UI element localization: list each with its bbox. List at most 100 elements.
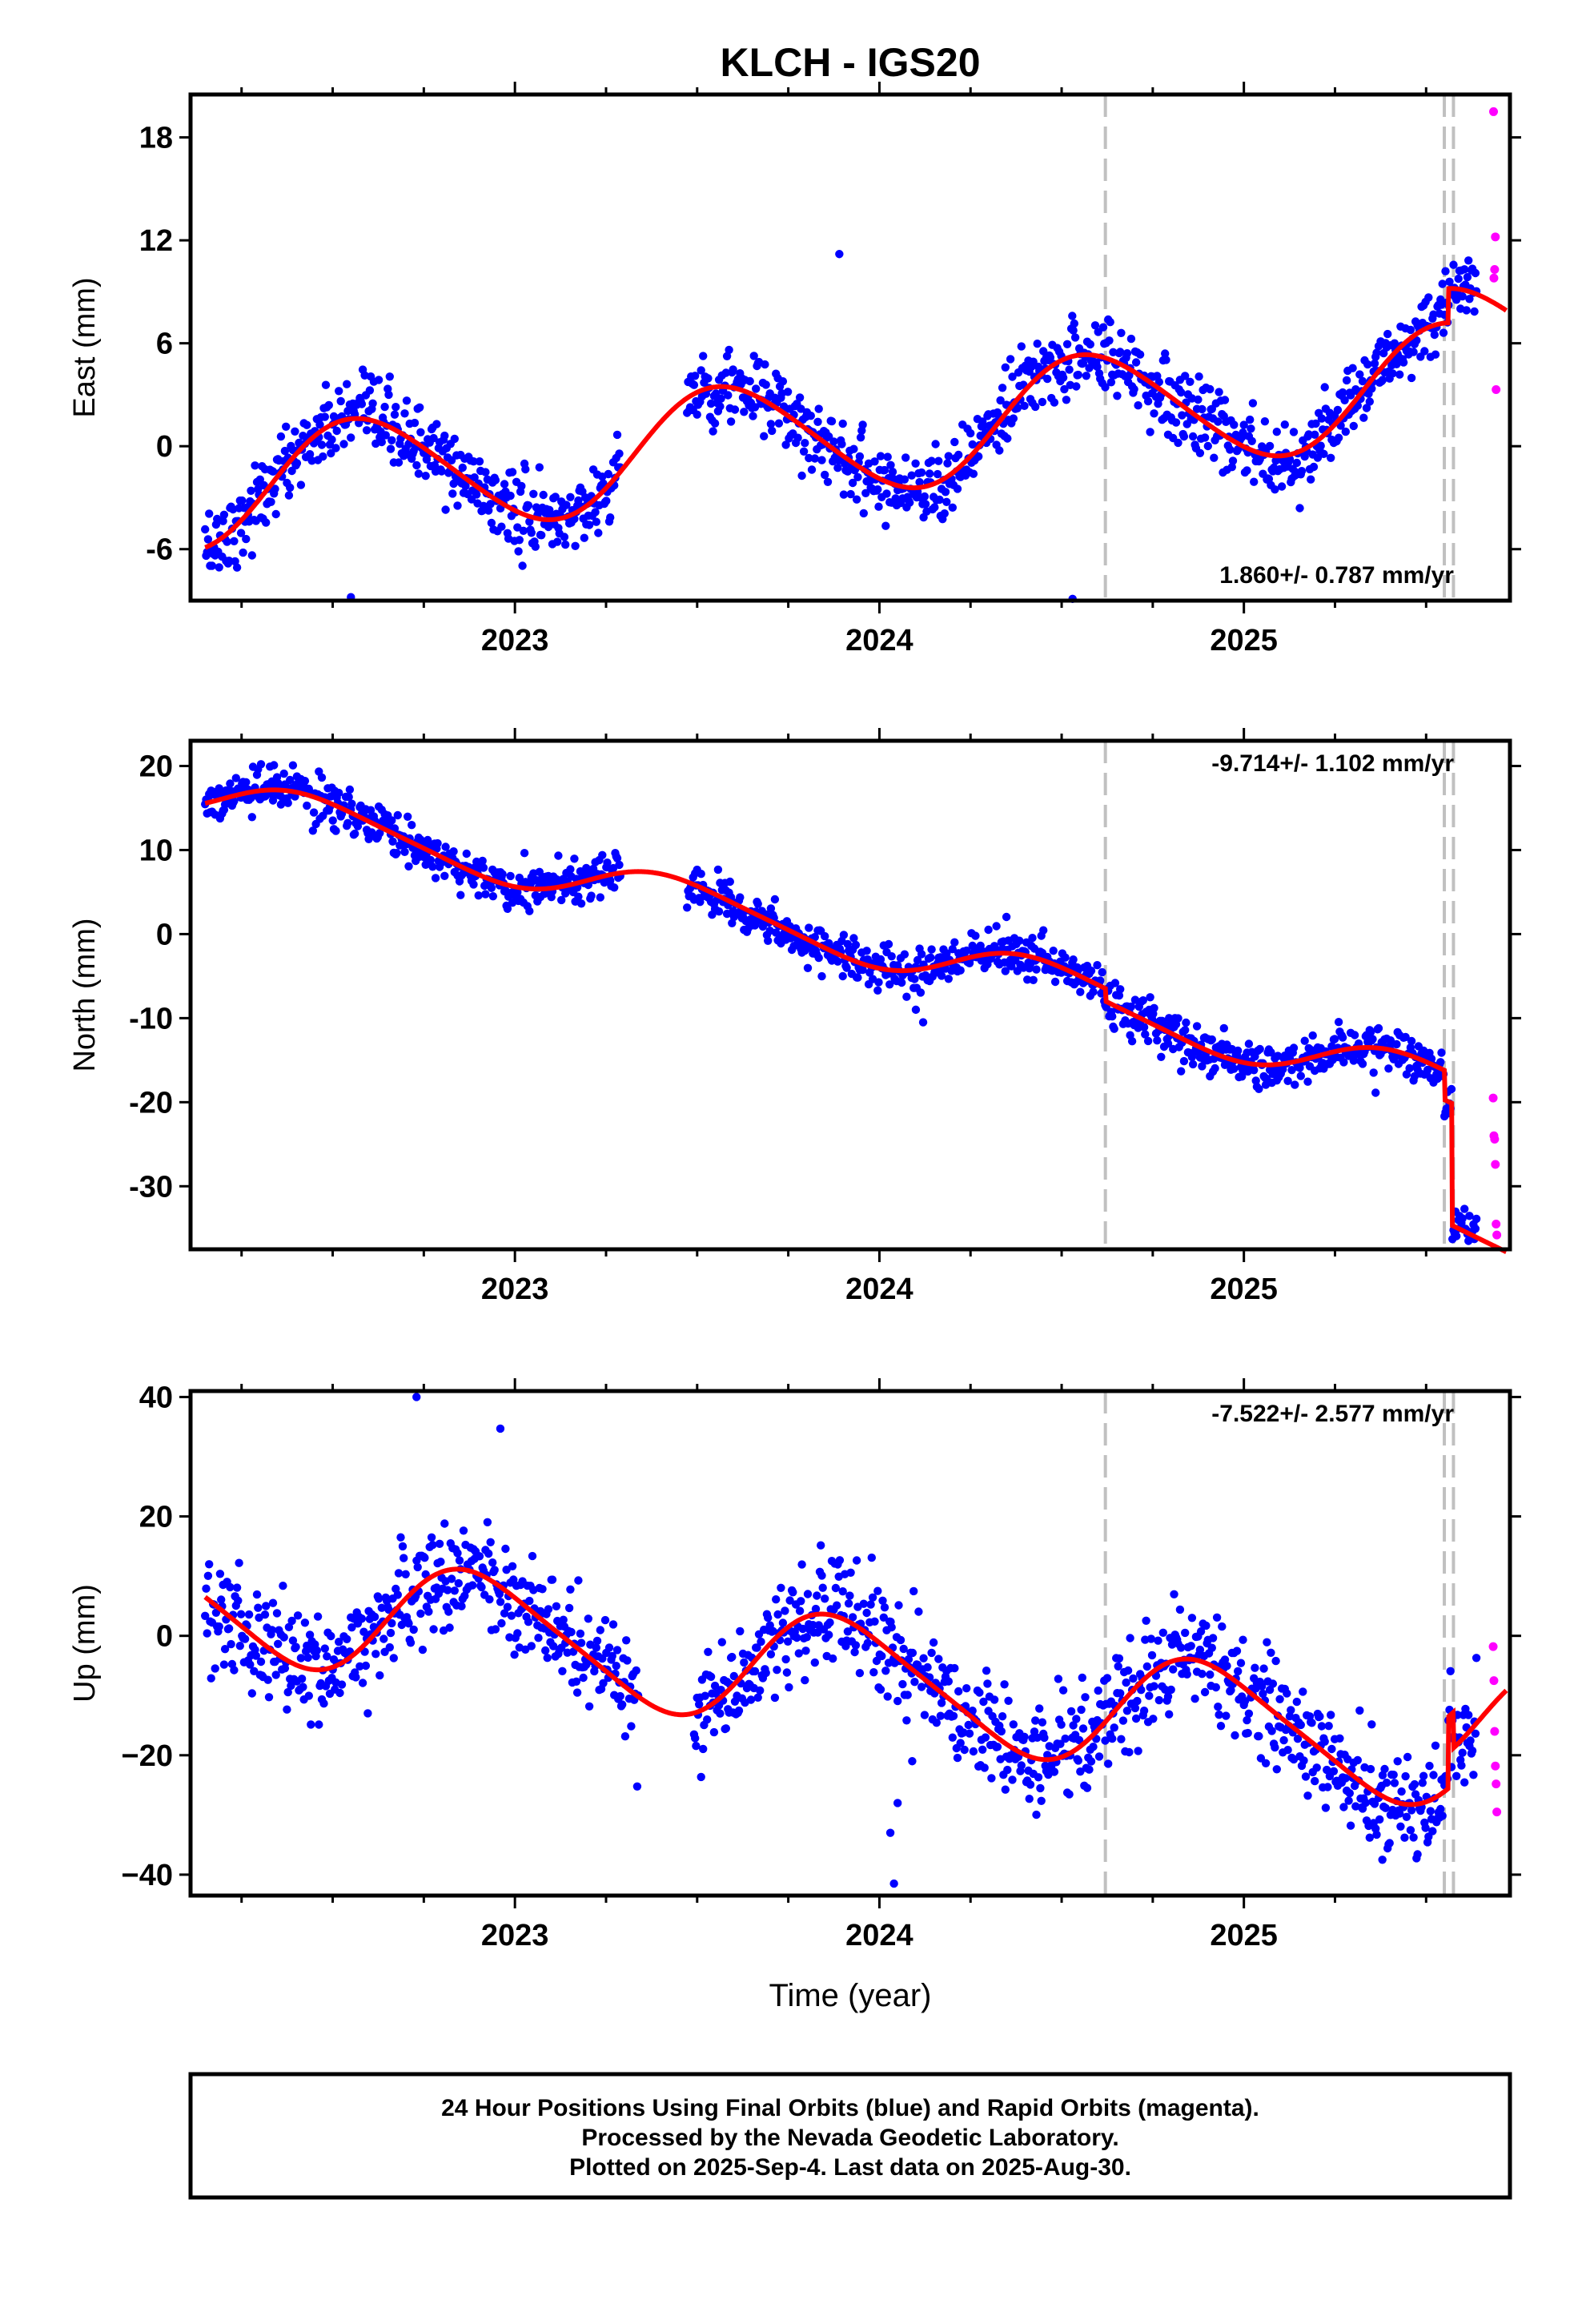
final-point xyxy=(469,880,478,889)
final-point xyxy=(1300,1036,1309,1045)
final-point xyxy=(1271,1743,1279,1752)
final-point xyxy=(1163,1692,1173,1701)
final-point xyxy=(844,1599,853,1608)
final-point xyxy=(729,365,737,374)
final-point xyxy=(925,469,934,478)
final-point xyxy=(351,1673,360,1682)
final-point xyxy=(347,799,356,808)
final-point xyxy=(592,517,600,526)
final-point xyxy=(915,477,924,487)
final-point xyxy=(453,501,462,510)
final-point xyxy=(1292,1697,1302,1707)
final-point xyxy=(1129,1674,1138,1683)
final-point xyxy=(1068,312,1077,320)
y-tick-label: 20 xyxy=(139,750,173,783)
final-point xyxy=(850,1647,859,1657)
final-point xyxy=(856,433,865,442)
final-point xyxy=(608,1651,616,1661)
final-point xyxy=(965,1729,974,1738)
final-point xyxy=(1293,1735,1303,1743)
final-point xyxy=(240,1634,250,1643)
north-rapid-point-0 xyxy=(1488,1093,1498,1103)
final-point xyxy=(215,563,223,572)
final-point xyxy=(721,368,730,377)
final-point xyxy=(336,396,345,406)
final-point xyxy=(1186,1642,1195,1651)
final-point xyxy=(537,531,546,540)
final-point xyxy=(837,440,846,448)
final-point xyxy=(387,1618,396,1628)
final-point xyxy=(1157,1052,1166,1062)
final-point xyxy=(713,865,723,875)
final-point xyxy=(1069,326,1078,335)
final-point xyxy=(691,372,700,380)
final-point xyxy=(931,440,940,448)
final-point xyxy=(810,1658,819,1667)
final-point xyxy=(351,829,359,838)
final-point xyxy=(309,808,319,817)
final-point xyxy=(874,502,883,511)
final-point xyxy=(934,1655,943,1663)
final-point xyxy=(394,458,404,467)
final-point xyxy=(914,1607,923,1616)
up-final-points xyxy=(201,1393,1481,1888)
final-point xyxy=(524,1618,533,1626)
up-rapid-point-5 xyxy=(1492,1807,1502,1817)
final-point xyxy=(1143,1036,1153,1046)
final-point xyxy=(462,849,471,858)
final-point xyxy=(1390,1779,1399,1787)
final-point xyxy=(1367,1720,1376,1729)
final-point xyxy=(509,1575,518,1584)
final-point xyxy=(1317,1722,1327,1731)
final-point xyxy=(1086,967,1096,975)
final-point xyxy=(813,1591,821,1600)
final-point xyxy=(591,508,600,517)
up-rate-label: -7.522+/- 2.577 mm/yr xyxy=(1211,1401,1454,1427)
final-point xyxy=(562,501,571,509)
final-point xyxy=(968,440,977,449)
x-tick-label: 2024 xyxy=(845,1273,913,1306)
final-point xyxy=(919,1654,928,1663)
final-point xyxy=(1037,1796,1046,1805)
final-point xyxy=(781,440,790,449)
final-point xyxy=(1202,1621,1211,1630)
final-point-outlier xyxy=(496,1424,505,1433)
final-point xyxy=(887,1622,896,1632)
final-point xyxy=(401,1570,410,1579)
final-point xyxy=(632,1666,640,1675)
final-point xyxy=(1040,1733,1049,1743)
final-point xyxy=(1301,1772,1311,1781)
final-point xyxy=(205,1560,214,1569)
final-point xyxy=(962,1684,971,1693)
final-point xyxy=(882,489,891,498)
final-point xyxy=(271,485,279,493)
final-point xyxy=(553,537,562,546)
final-point xyxy=(1407,1806,1416,1815)
final-point xyxy=(969,469,978,478)
final-point xyxy=(1104,1759,1113,1768)
final-point xyxy=(317,773,327,782)
final-point xyxy=(428,862,437,871)
final-point xyxy=(448,489,457,498)
final-point xyxy=(1195,372,1203,381)
final-point xyxy=(572,1688,582,1697)
final-point xyxy=(247,486,255,495)
final-point xyxy=(868,1593,877,1602)
final-point xyxy=(490,1566,499,1574)
final-point xyxy=(692,1742,701,1751)
final-point xyxy=(695,1700,704,1709)
final-point xyxy=(362,426,371,435)
final-point xyxy=(560,533,569,541)
final-point xyxy=(1110,979,1120,987)
final-point xyxy=(1348,364,1357,372)
final-point xyxy=(390,410,400,419)
final-point xyxy=(596,1626,604,1634)
final-point xyxy=(501,1544,510,1554)
final-point xyxy=(1203,441,1213,451)
final-point xyxy=(579,1673,588,1683)
final-point xyxy=(1307,475,1315,484)
final-point xyxy=(592,1636,602,1646)
final-point xyxy=(1086,340,1095,349)
final-point xyxy=(888,468,897,476)
final-point xyxy=(384,390,393,400)
